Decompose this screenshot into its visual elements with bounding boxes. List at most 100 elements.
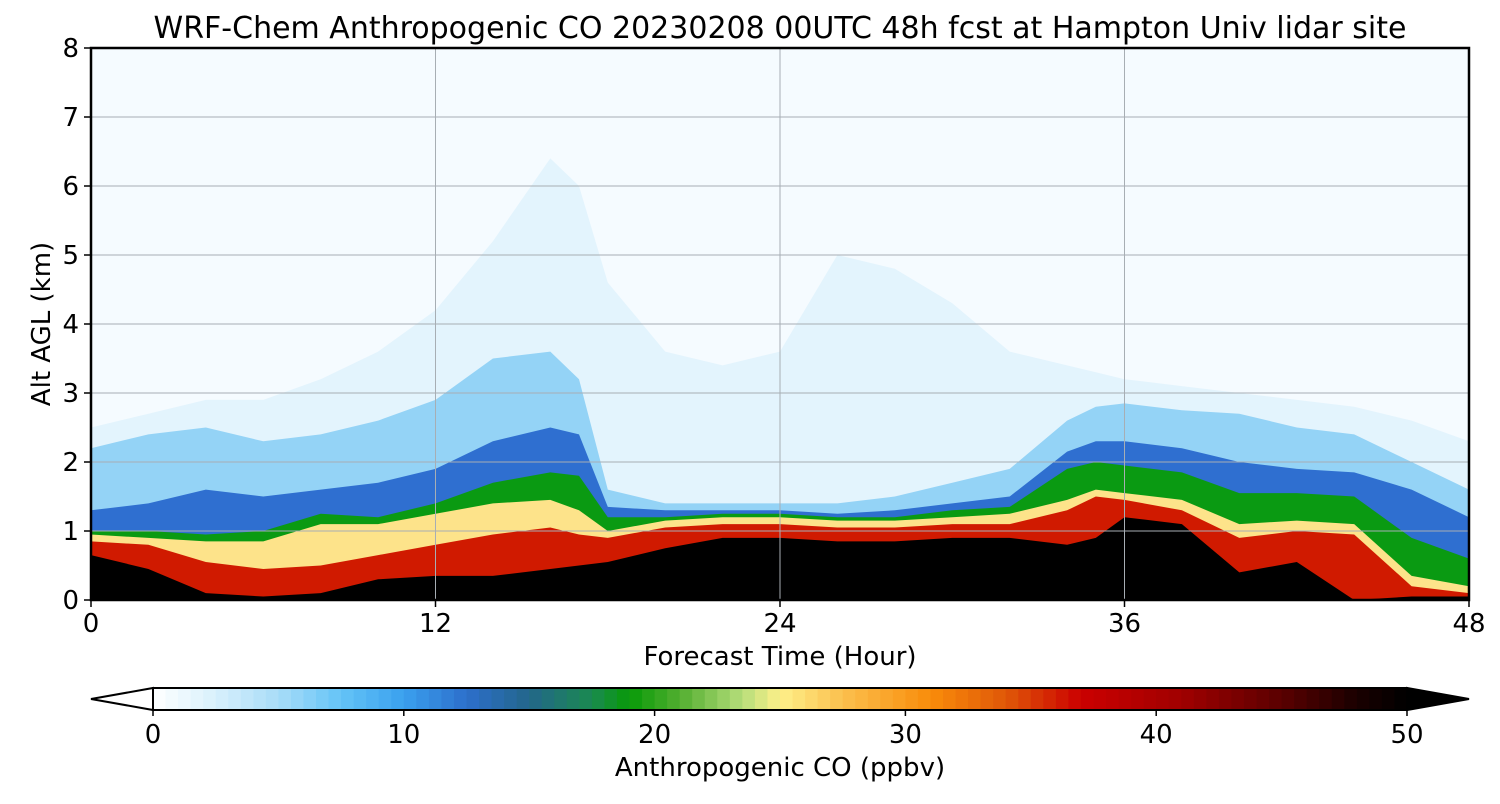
colorbar-swatch [1005, 688, 1019, 710]
colorbar-swatch [228, 688, 242, 710]
colorbar-swatch [1218, 688, 1233, 710]
colorbar-swatch [604, 688, 618, 710]
colorbar-swatch [278, 688, 292, 710]
colorbar-swatch [504, 688, 518, 710]
colorbar-swatch [629, 688, 643, 710]
colorbar-swatch [1030, 688, 1044, 710]
colorbar-swatch [1319, 688, 1333, 710]
colorbar-swatch [1381, 688, 1396, 710]
colorbar-swatch [1043, 688, 1057, 710]
colorbar-max-extend [1406, 686, 1470, 712]
colorbar-swatch [441, 688, 455, 710]
colorbar-swatch [328, 688, 342, 710]
colorbar-swatch [767, 688, 781, 710]
colorbar-swatch [153, 688, 167, 710]
colorbar-tick-label: 10 [387, 720, 420, 750]
colorbar-swatch [1068, 688, 1082, 710]
colorbar-swatch [993, 688, 1007, 710]
y-axis-label: Alt AGL (km) [27, 242, 57, 406]
colorbar-swatch [541, 688, 555, 710]
colorbar-swatch [1018, 688, 1032, 710]
y-tick-label: 2 [62, 448, 79, 478]
y-tick-label: 0 [62, 586, 79, 616]
colorbar-swatch [1356, 688, 1370, 710]
colorbar-swatch [1156, 688, 1170, 710]
colorbar-swatch [616, 688, 631, 710]
colorbar-swatch [842, 688, 856, 710]
colorbar-swatch [754, 688, 769, 710]
colorbar-swatch [955, 688, 969, 710]
colorbar-swatch [215, 688, 229, 710]
colorbar-swatch [1231, 688, 1245, 710]
y-tick-label: 7 [62, 103, 79, 133]
colorbar-swatch [416, 688, 430, 710]
colorbar-swatch [491, 688, 505, 710]
colorbar-swatch [378, 688, 392, 710]
colorbar-swatch [316, 688, 330, 710]
y-tick-label: 3 [62, 379, 79, 409]
colorbar-swatch [692, 688, 706, 710]
x-tick-label: 24 [763, 609, 796, 639]
y-tick-label: 4 [62, 310, 79, 340]
colorbar-swatch [529, 688, 543, 710]
colorbar-swatch [178, 688, 192, 710]
y-tick-label: 1 [62, 517, 79, 547]
colorbar-swatch [240, 688, 254, 710]
colorbar-swatch [1243, 688, 1258, 710]
x-tick-label: 48 [1452, 609, 1485, 639]
colorbar-swatch [1369, 688, 1383, 710]
colorbar-swatch [428, 688, 443, 710]
colorbar-swatch [1394, 688, 1408, 710]
colorbar-swatch [1306, 688, 1320, 710]
colorbar-swatch [729, 688, 743, 710]
x-tick-label: 0 [83, 609, 100, 639]
colorbar-min-extend [90, 686, 154, 712]
colorbar-swatch [165, 688, 179, 710]
colorbar-swatch [1093, 688, 1107, 710]
colorbar-swatch [1168, 688, 1182, 710]
colorbar-swatch [1080, 688, 1095, 710]
colorbar-tick-label: 0 [145, 720, 162, 750]
colorbar-swatch [867, 688, 881, 710]
colorbar-tick-label: 50 [1390, 720, 1423, 750]
colorbar-swatch [1344, 688, 1358, 710]
colorbar-tick-label: 40 [1140, 720, 1173, 750]
colorbar-swatch [980, 688, 994, 710]
colorbar-swatch [290, 688, 305, 710]
colorbar-swatch [717, 688, 731, 710]
colorbar-swatch [190, 688, 204, 710]
colorbar-swatch [253, 688, 267, 710]
colorbar-swatch [780, 688, 794, 710]
colorbar-swatch [353, 688, 367, 710]
colorbar-swatch [880, 688, 894, 710]
x-axis-ticks: 0 12 24 36 48 [83, 600, 1486, 639]
colorbar-swatch [591, 688, 606, 710]
x-axis-label: Forecast Time (Hour) [643, 642, 916, 672]
x-tick-label: 36 [1108, 609, 1141, 639]
y-axis-ticks: 0 1 2 3 4 5 6 7 8 [62, 34, 91, 616]
colorbar-swatch [453, 688, 468, 710]
colorbar-swatch [1055, 688, 1070, 710]
colorbar-swatch [1193, 688, 1207, 710]
colorbar-swatch [892, 688, 906, 710]
colorbar-swatch [905, 688, 919, 710]
x-tick-label: 12 [419, 609, 452, 639]
colorbar-swatch [704, 688, 718, 710]
colorbar-frame [152, 687, 1408, 711]
colorbar-swatch [479, 688, 493, 710]
colorbar-swatch [303, 688, 317, 710]
colorbar-swatch [366, 688, 380, 710]
colorbar-swatch [341, 688, 355, 710]
colorbar-swatch [679, 688, 693, 710]
colorbar-tick-label: 30 [889, 720, 922, 750]
colorbar-swatch [265, 688, 279, 710]
colorbar-swatch [1294, 688, 1308, 710]
colorbar-swatch [830, 688, 844, 710]
colorbar-swatch [930, 688, 944, 710]
colorbar-swatch [1118, 688, 1132, 710]
y-tick-label: 5 [62, 241, 79, 271]
colorbar-swatch [817, 688, 831, 710]
y-tick-label: 8 [62, 34, 79, 64]
colorbar-swatch [1331, 688, 1345, 710]
colorbar-swatch [742, 688, 756, 710]
